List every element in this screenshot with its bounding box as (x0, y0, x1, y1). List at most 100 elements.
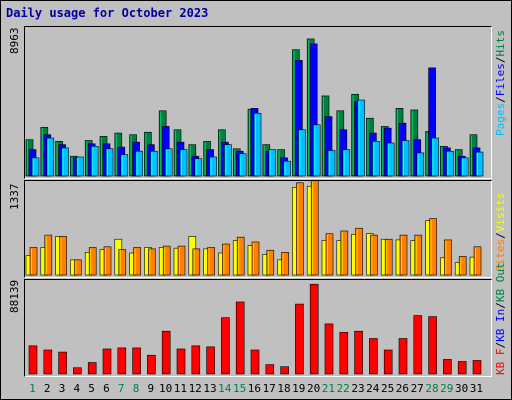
bar-highlight (222, 143, 224, 175)
bar-sites-day-9 (148, 248, 156, 276)
bar-highlight (163, 127, 165, 175)
bar-highlight (471, 258, 472, 274)
bar-highlight (130, 253, 132, 274)
bar-sites-day-20 (310, 180, 319, 276)
bar-pages-day-7 (120, 154, 129, 177)
bar-sites-day-21 (325, 233, 334, 276)
bar-highlight (31, 248, 32, 274)
bar-highlight (269, 150, 271, 175)
x-tick-label: 14 (218, 382, 232, 395)
bar-pages-day-2 (46, 137, 55, 177)
bar-pages-day-13 (209, 156, 217, 177)
bar-highlight (382, 127, 384, 175)
bar-highlight (130, 135, 132, 175)
bar-highlight (474, 361, 475, 373)
bar-highlight (119, 250, 121, 274)
bar-sites-day-7 (118, 249, 127, 276)
bar-highlight (444, 360, 446, 373)
bar-highlight (308, 39, 310, 175)
x-tick-label: 1 (29, 382, 36, 395)
bar-highlight (219, 253, 221, 274)
bar-highlight (193, 249, 195, 274)
bar-pages-day-19 (298, 129, 306, 177)
x-tick-label: 16 (247, 382, 262, 395)
bar-pages-day-24 (372, 141, 380, 177)
bar-highlight (299, 130, 301, 175)
bar-highlight (462, 158, 464, 175)
bar-highlight (115, 134, 117, 175)
bar-pages-day-1 (31, 157, 40, 177)
bar-kb-f-day-6 (102, 348, 112, 375)
bar-highlight (411, 110, 413, 175)
bar-sites-day-6 (103, 246, 112, 276)
x-tick-label: 2 (43, 382, 51, 395)
bar-highlight (192, 346, 194, 373)
bar-highlight (373, 142, 375, 175)
x-tick-label: 19 (292, 382, 306, 395)
bar-sites-day-14 (222, 243, 230, 276)
bar-highlight (403, 141, 404, 175)
bar-highlight (282, 253, 284, 274)
bar-highlight (323, 241, 324, 274)
bar-pages-day-5 (90, 145, 99, 177)
bar-pages-day-16 (253, 112, 262, 177)
bar-highlight (133, 348, 135, 373)
bar-sites-day-11 (177, 245, 186, 276)
bar-pages-day-9 (150, 150, 158, 177)
bar-pages-day-26 (401, 140, 410, 177)
bar-highlight (178, 143, 179, 175)
bar-highlight (370, 134, 372, 175)
bar-pages-day-15 (238, 153, 247, 177)
panel-1-legend: Pages/Files/Hits (494, 30, 507, 136)
bar-highlight (41, 128, 43, 175)
bar-highlight (386, 240, 388, 274)
x-tick-label: 27 (410, 382, 424, 395)
bar-sites-day-5 (88, 247, 97, 276)
bar-highlight (460, 257, 462, 274)
bar-highlight (71, 260, 73, 274)
bar-highlight (115, 240, 117, 274)
bar-highlight (432, 139, 434, 175)
bar-highlight (296, 305, 298, 373)
panel-2-max-label: 1337 (8, 183, 21, 211)
bar-kb-f-day-31 (472, 360, 482, 375)
bar-highlight (311, 285, 313, 373)
bar-highlight (337, 241, 339, 274)
bar-highlight (475, 247, 476, 274)
bar-highlight (441, 147, 443, 175)
bar-pages-day-4 (76, 156, 84, 177)
bar-highlight (252, 350, 253, 373)
bar-highlight (385, 129, 387, 175)
bar-highlight (326, 324, 327, 373)
bar-highlight (417, 153, 419, 175)
bar-sites-day-17 (266, 249, 275, 276)
panel-hits-files-pages (24, 26, 492, 179)
bar-highlight (297, 183, 299, 274)
bar-highlight (329, 151, 330, 175)
bar-kb-f-day-27 (413, 315, 423, 375)
x-tick-label: 21 (321, 382, 336, 395)
bar-highlight (90, 248, 92, 274)
panel-visits-sites (24, 180, 492, 278)
bar-highlight (444, 148, 446, 175)
bar-highlight (71, 157, 73, 175)
bar-sites-day-28 (429, 218, 437, 276)
bar-highlight (104, 349, 105, 373)
bar-highlight (415, 236, 417, 274)
panel-kb (24, 279, 492, 377)
bar-highlight (178, 349, 179, 373)
bar-kb-f-day-12 (191, 345, 201, 375)
bar-highlight (340, 333, 342, 373)
bar-kb-f-day-11 (176, 348, 186, 375)
bar-highlight (312, 181, 314, 274)
bar-sites-day-26 (399, 234, 408, 276)
x-tick-label: 10 (158, 382, 173, 395)
bar-highlight (225, 145, 227, 175)
bar-highlight (47, 139, 49, 175)
bar-highlight (151, 152, 153, 175)
bar-highlight (62, 148, 64, 175)
bar-kb-f-day-19 (295, 303, 304, 375)
bar-highlight (118, 148, 120, 175)
bar-highlight (44, 135, 46, 175)
